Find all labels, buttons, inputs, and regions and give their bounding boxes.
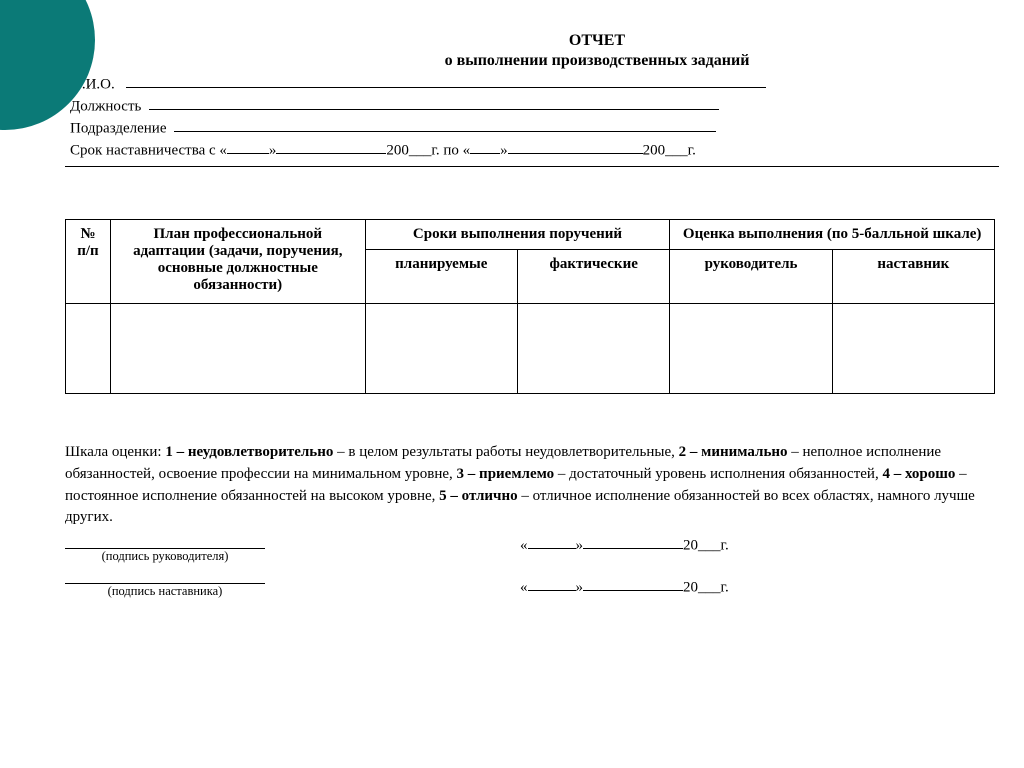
mentor-sign-caption: (подпись наставника) <box>65 584 265 599</box>
scale-3-text: – достаточный уровень исполнения обязанн… <box>554 466 882 482</box>
document-page: ОТЧЕТ о выполнении производственных зада… <box>65 32 999 605</box>
rating-scale-text: Шкала оценки: 1 – неудовлетворительно – … <box>65 442 995 529</box>
division-blank[interactable] <box>174 118 716 132</box>
date2-open: « <box>520 579 528 595</box>
mentorship-prefix: Срок наставничества с « <box>70 142 227 158</box>
position-label: Должность <box>70 98 141 114</box>
mentorship-month2-blank[interactable] <box>508 140 643 154</box>
cell-num[interactable] <box>66 304 111 394</box>
table-row <box>66 304 995 394</box>
col-deadlines-header: Сроки выполнения поручений <box>365 220 670 250</box>
date2-mid: » <box>576 579 584 595</box>
supervisor-sign-caption: (подпись руководителя) <box>65 549 265 564</box>
col-plan-header: План профессиональной адаптации (задачи,… <box>110 220 365 304</box>
mentorship-row: Срок наставничества с « » 200___г. по « » 20… <box>65 140 999 162</box>
scale-5-bold: 5 – отлично <box>439 488 517 504</box>
mentor-sign-line[interactable] <box>65 570 265 584</box>
position-blank[interactable] <box>149 96 719 110</box>
header-separator <box>65 166 999 167</box>
fio-row: Ф.И.О. <box>65 74 999 96</box>
scale-3-bold: 3 – приемлемо <box>457 466 555 482</box>
col-planned-header: планируемые <box>365 250 517 304</box>
supervisor-sign-line[interactable] <box>65 535 265 549</box>
position-row: Должность <box>65 96 999 118</box>
adaptation-table: № п/п План профессиональной адаптации (з… <box>65 219 995 394</box>
scale-label: Шкала оценки: <box>65 444 162 460</box>
cell-planned[interactable] <box>365 304 517 394</box>
col-mentor-header: наставник <box>832 250 994 304</box>
fio-blank[interactable] <box>126 74 766 88</box>
mentorship-mid2: » <box>500 142 508 158</box>
division-row: Подразделение <box>65 118 999 140</box>
scale-2-bold: 2 – минимально <box>679 444 788 460</box>
date2-year: 20___г. <box>683 579 729 595</box>
date1-year: 20___г. <box>683 537 729 553</box>
signature-area: (подпись руководителя) (подпись наставни… <box>65 535 995 605</box>
division-label: Подразделение <box>70 120 167 136</box>
mentorship-year1: 200___г. по « <box>386 142 470 158</box>
date2-day-blank[interactable] <box>528 577 576 591</box>
mentorship-day2-blank[interactable] <box>470 140 500 154</box>
mentorship-year2: 200___г. <box>643 142 696 158</box>
date1-mid: » <box>576 537 584 553</box>
date1-open: « <box>520 537 528 553</box>
mentorship-month1-blank[interactable] <box>276 140 386 154</box>
cell-plan[interactable] <box>110 304 365 394</box>
date-line-2: « » 20___г. <box>520 577 729 596</box>
col-supervisor-header: руководитель <box>670 250 832 304</box>
scale-1-bold: 1 – неудовлетворительно <box>165 444 333 460</box>
cell-supervisor[interactable] <box>670 304 832 394</box>
col-num-header: № п/п <box>66 220 111 304</box>
report-title: ОТЧЕТ <box>65 32 999 50</box>
mentorship-day1-blank[interactable] <box>227 140 269 154</box>
cell-mentor[interactable] <box>832 304 994 394</box>
scale-4-bold: 4 – хорошо <box>882 466 955 482</box>
report-subtitle: о выполнении производственных заданий <box>65 52 999 70</box>
scale-1-text: – в целом результаты работы неудовлетвор… <box>333 444 678 460</box>
date-line-1: « » 20___г. <box>520 535 729 554</box>
col-actual-header: фактические <box>517 250 669 304</box>
mentorship-mid1: » <box>269 142 277 158</box>
date1-month-blank[interactable] <box>583 535 683 549</box>
date1-day-blank[interactable] <box>528 535 576 549</box>
cell-actual[interactable] <box>517 304 669 394</box>
signatures-left: (подпись руководителя) (подпись наставни… <box>65 535 265 605</box>
col-rating-header: Оценка выполнения (по 5-балльной шкале) <box>670 220 995 250</box>
date2-month-blank[interactable] <box>583 577 683 591</box>
